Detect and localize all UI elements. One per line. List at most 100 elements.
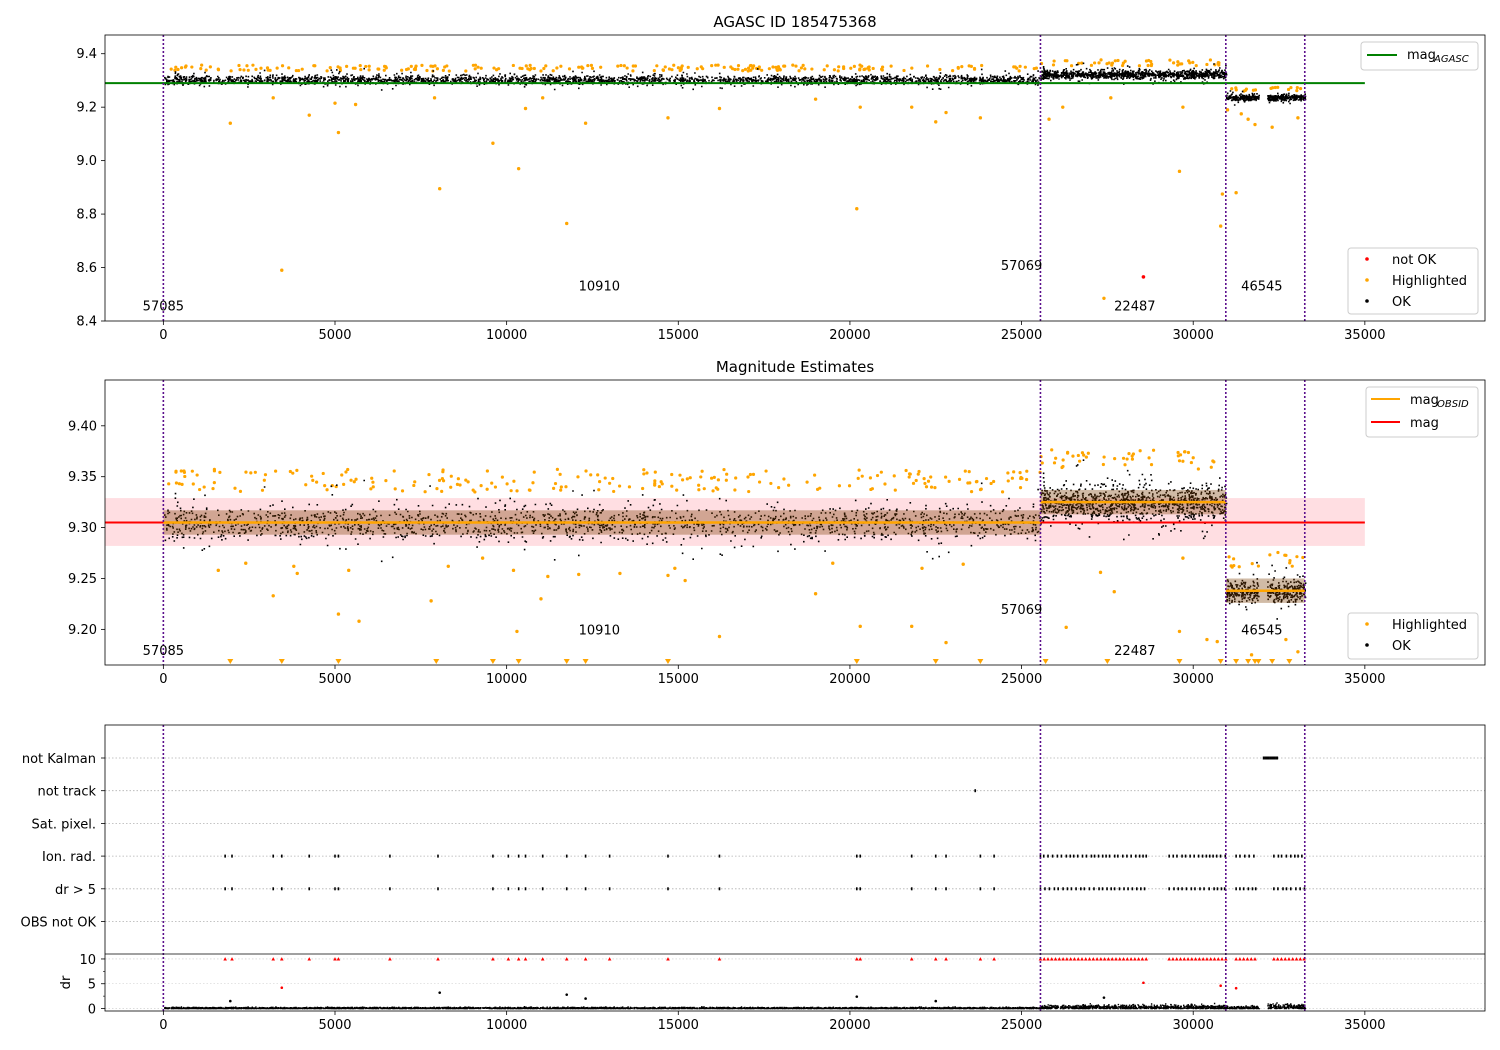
flag-marker	[1273, 887, 1275, 891]
highlighted-point	[858, 624, 862, 629]
highlighted-point	[1082, 453, 1086, 457]
flag-marker	[1212, 854, 1214, 858]
highlighted-point	[734, 476, 738, 480]
highlighted-point	[567, 67, 572, 71]
highlighted-point	[1301, 555, 1305, 560]
highlighted-point	[409, 64, 413, 68]
highlighted-point	[1025, 469, 1029, 473]
highlighted-point	[858, 67, 862, 71]
highlighted-point	[653, 479, 657, 483]
highlighted-point	[743, 67, 748, 71]
highlighted-point	[551, 69, 555, 73]
highlighted-point	[686, 65, 690, 69]
highlighted-point	[493, 485, 498, 489]
flag-marker	[1126, 854, 1128, 858]
highlighted-point	[464, 69, 468, 73]
highlighted-point	[883, 482, 887, 486]
highlighted-point	[455, 482, 460, 486]
dr-clipped-marker	[1057, 957, 1062, 961]
highlighted-point	[653, 483, 657, 487]
highlighted-point	[961, 562, 965, 566]
highlighted-point	[182, 470, 187, 474]
obsid-label: 57085	[143, 299, 184, 314]
ok-point-cloud	[1226, 561, 1260, 611]
plot-frame	[104, 724, 1486, 1012]
highlighted-point	[702, 487, 706, 491]
highlighted-point	[1181, 105, 1185, 109]
dr-clipped-marker	[1046, 957, 1050, 961]
dr-clipped-marker	[1201, 957, 1205, 961]
flag-marker	[1275, 756, 1277, 760]
highlighted-below-range-marker	[278, 659, 285, 664]
x-tick-label: 10000	[486, 672, 527, 687]
highlighted-point	[542, 66, 546, 71]
highlighted-point	[310, 474, 314, 478]
highlighted-point	[1064, 625, 1068, 630]
highlighted-point	[957, 477, 962, 481]
highlighted-point	[1089, 63, 1094, 67]
highlighted-point	[679, 66, 683, 70]
highlighted-point	[667, 67, 672, 71]
highlighted-point	[1296, 650, 1300, 654]
highlighted-point	[813, 473, 817, 477]
highlighted-point	[555, 467, 559, 472]
flag-marker	[389, 854, 391, 858]
x-tick-label: 30000	[1173, 672, 1214, 687]
highlighted-point	[1284, 637, 1288, 642]
highlighted-point	[367, 68, 371, 72]
flag-marker	[224, 854, 226, 858]
highlighted-point	[539, 597, 543, 601]
flag-marker	[1264, 756, 1266, 760]
y-tick-label: 8.4	[76, 315, 97, 330]
highlighted-point	[400, 489, 405, 493]
highlighted-point	[710, 64, 714, 68]
obsid-label: 22487	[1114, 644, 1155, 659]
obsid-label: 10910	[579, 279, 620, 294]
dr-clipped-marker	[1294, 957, 1299, 961]
highlighted-point	[717, 634, 722, 639]
highlighted-point	[1290, 564, 1294, 568]
highlighted-point	[1191, 60, 1195, 64]
obsid-label: 57069	[1001, 603, 1042, 618]
highlighted-point	[1130, 457, 1135, 461]
highlighted-point	[1194, 64, 1198, 68]
highlighted-point	[1086, 451, 1090, 455]
highlighted-point	[1032, 67, 1036, 71]
highlighted-point	[1270, 125, 1274, 129]
highlighted-point	[292, 564, 296, 568]
flag-marker	[1294, 854, 1296, 858]
highlighted-point	[266, 68, 270, 72]
flag-marker	[934, 887, 937, 891]
dr-clipped-marker	[506, 957, 511, 961]
flag-marker	[1220, 887, 1223, 891]
highlighted-point	[244, 561, 248, 565]
highlighted-point	[757, 480, 762, 484]
highlighted-point	[736, 67, 740, 71]
flag-marker	[337, 854, 340, 858]
highlighted-point	[357, 619, 361, 623]
flag-marker	[1168, 854, 1170, 858]
highlighted-point	[191, 482, 195, 486]
highlighted-point	[1052, 59, 1056, 63]
x-tick-label: 25000	[1001, 328, 1042, 343]
dr-clipped-marker	[1068, 957, 1073, 961]
flag-marker	[565, 887, 568, 891]
highlighted-point	[179, 469, 183, 473]
flag-marker	[945, 854, 947, 858]
highlighted-point	[855, 207, 859, 211]
highlighted-point	[500, 475, 504, 479]
flag-marker	[1239, 854, 1241, 858]
dr-clipped-marker	[909, 957, 914, 961]
flag-marker	[1093, 854, 1096, 858]
highlighted-point	[1023, 65, 1027, 69]
flag-marker	[334, 887, 336, 891]
highlighted-point	[251, 63, 255, 67]
highlighted-point	[791, 63, 795, 67]
legend-box	[1347, 612, 1479, 660]
highlighted-point	[862, 67, 866, 72]
flag-marker	[280, 887, 283, 891]
dr-clipped-marker	[1249, 957, 1254, 961]
y-tick-label: 9.30	[68, 521, 97, 536]
flag-marker	[1081, 854, 1084, 858]
